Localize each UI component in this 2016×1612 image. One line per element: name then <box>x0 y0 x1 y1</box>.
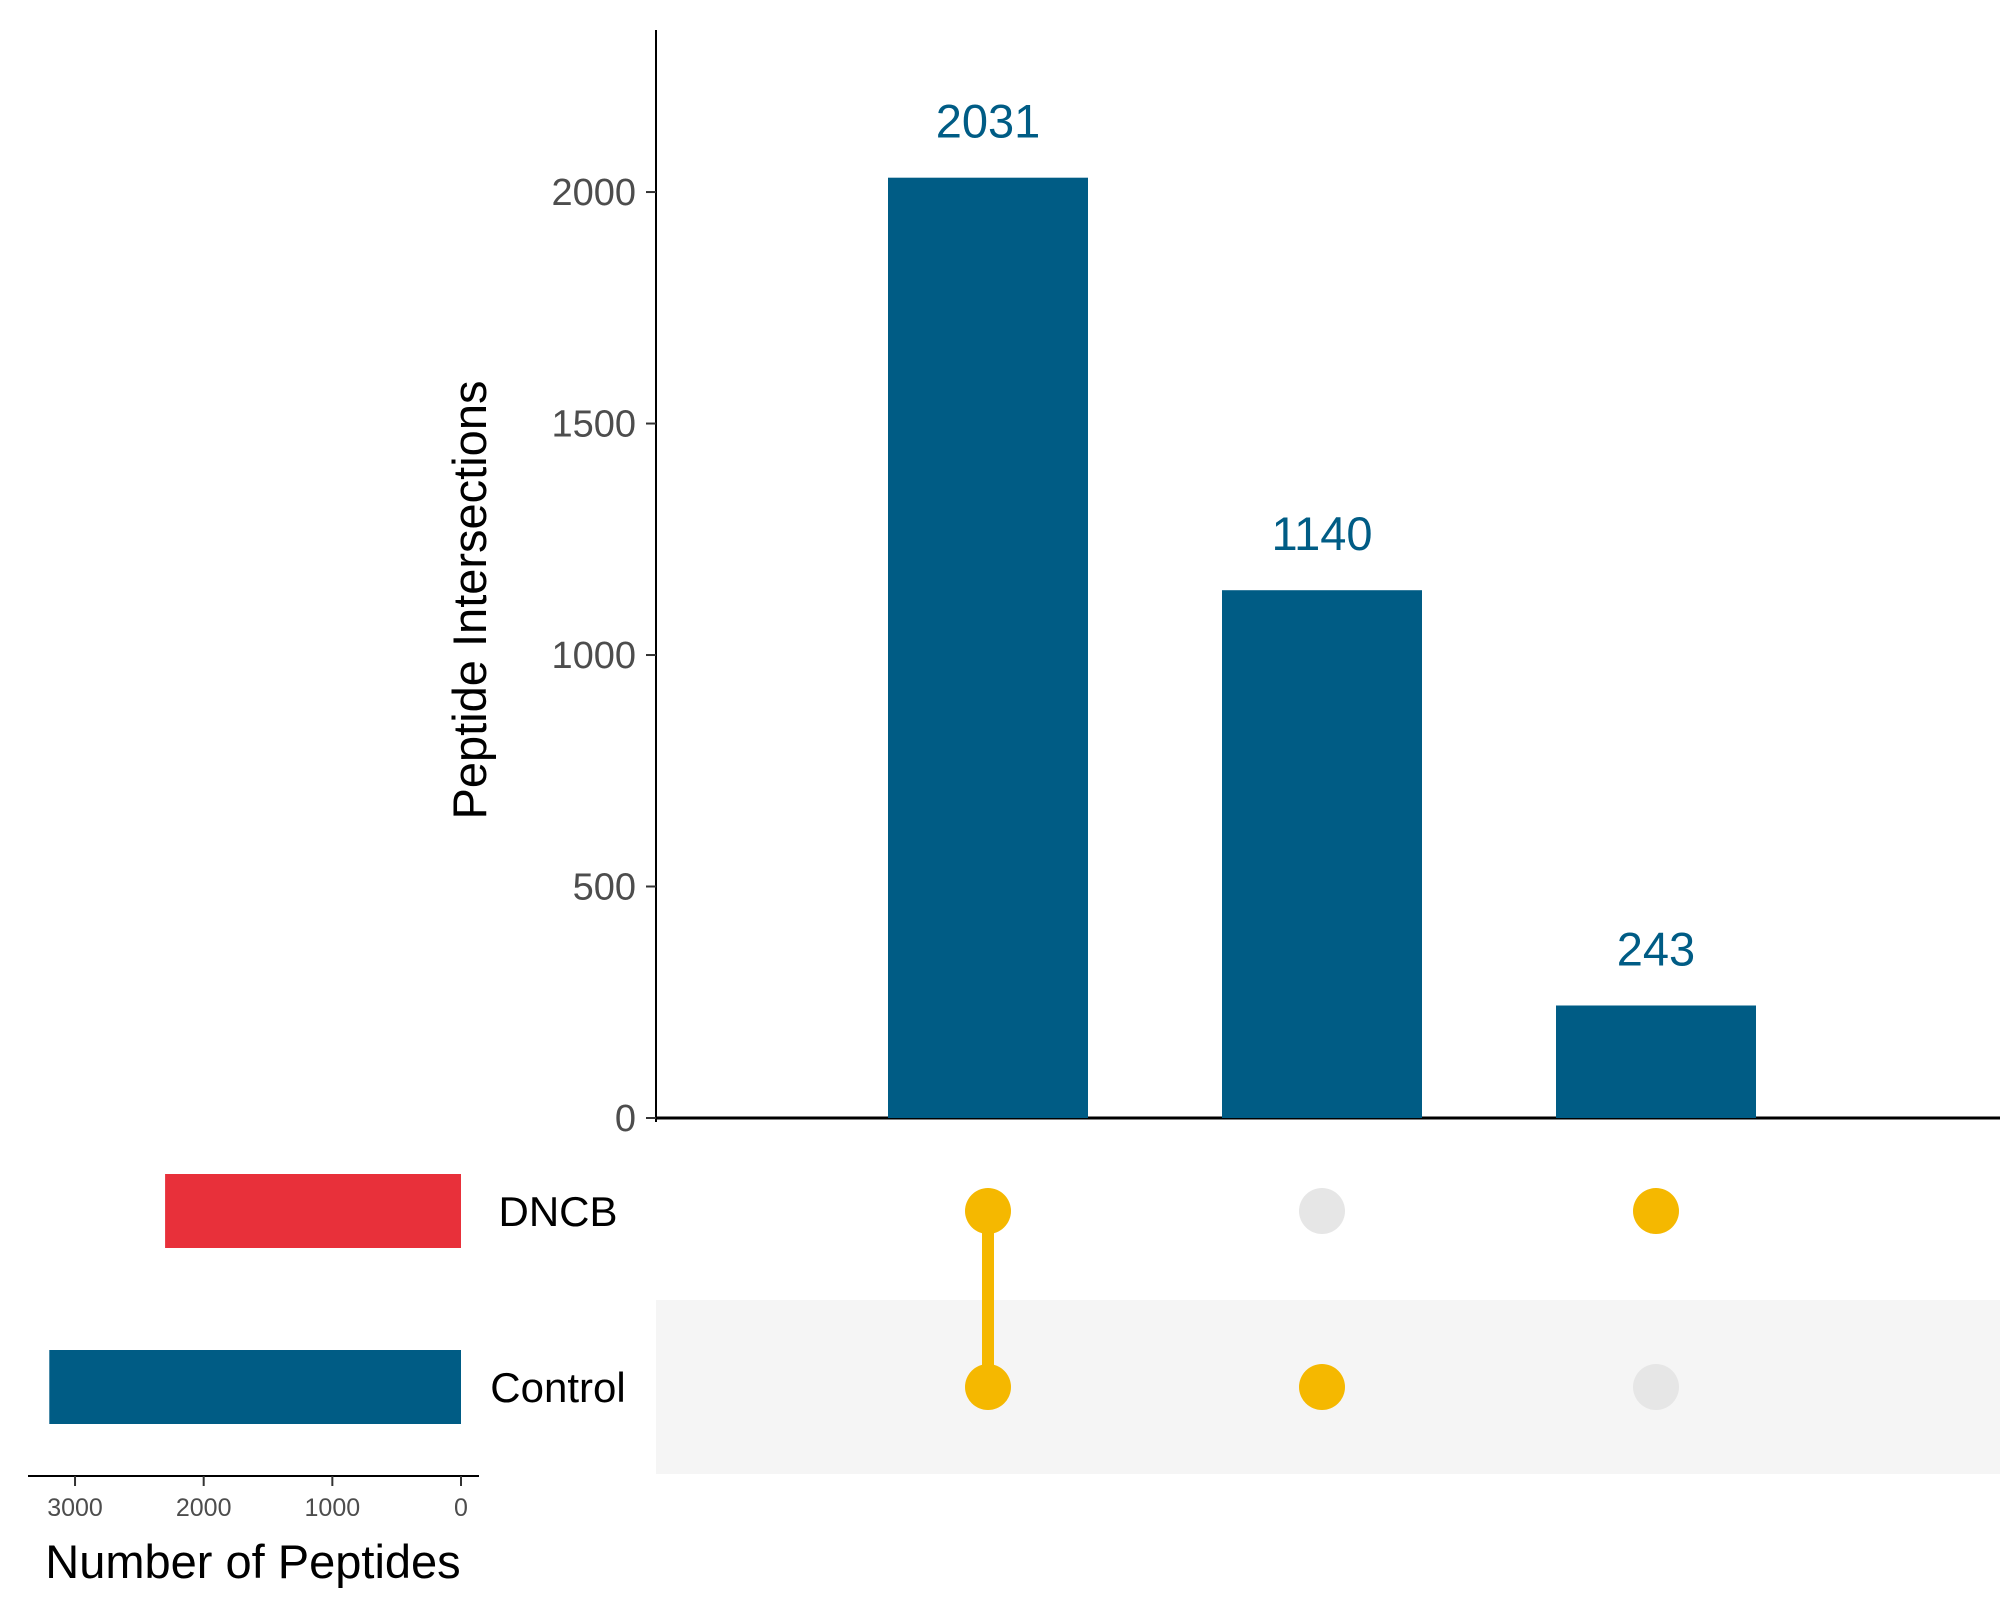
y-axis-title: Peptide Intersections <box>443 381 496 820</box>
y-tick-label: 500 <box>573 867 636 909</box>
matrix-dot-active <box>1633 1188 1679 1234</box>
intersection-bar-panel: 0 500 1000 1500 2000 2031 1140 243 <box>551 30 2000 1140</box>
intersection-bar <box>1222 590 1422 1118</box>
matrix-dot-inactive <box>1299 1188 1345 1234</box>
bar-value-label: 1140 <box>1271 507 1372 560</box>
set-name-label: DNCB <box>498 1188 617 1235</box>
intersection-bar <box>888 177 1088 1119</box>
set-size-bar <box>165 1174 462 1248</box>
set-size-tick-label: 2000 <box>176 1494 232 1522</box>
set-size-tick-label: 1000 <box>305 1494 361 1522</box>
matrix-panel: DNCB Control <box>490 1188 2000 1474</box>
matrix-dot-active <box>1299 1364 1345 1410</box>
y-tick-label: 2000 <box>551 172 636 214</box>
y-tick-label: 0 <box>615 1098 636 1140</box>
set-size-panel: 3000 2000 1000 0 <box>28 1174 479 1522</box>
matrix-dot-active <box>965 1364 1011 1410</box>
y-tick-label: 1500 <box>551 404 636 446</box>
set-size-tick-label: 3000 <box>47 1494 103 1522</box>
intersection-bar <box>1556 1005 1756 1118</box>
matrix-dot-inactive <box>1633 1364 1679 1410</box>
y-tick-label: 1000 <box>551 635 636 677</box>
matrix-dot-active <box>965 1188 1011 1234</box>
set-name-label: Control <box>490 1364 625 1411</box>
bar-value-label: 2031 <box>936 95 1041 148</box>
set-size-tick-label: 0 <box>454 1494 468 1522</box>
x-axis-title: Number of Peptides <box>45 1535 460 1588</box>
set-size-bar <box>49 1350 461 1424</box>
bar-value-label: 243 <box>1617 922 1695 975</box>
